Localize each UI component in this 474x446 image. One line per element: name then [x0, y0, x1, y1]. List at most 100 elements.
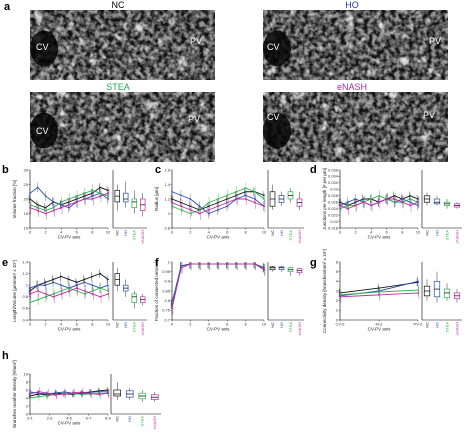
data-point	[60, 204, 62, 206]
data-point	[217, 201, 219, 204]
data-point	[208, 209, 210, 211]
boxplot-group-label: HO	[434, 322, 439, 328]
data-point	[76, 201, 78, 203]
boxplot-enash: eNASH	[296, 267, 303, 335]
boxplot-nc: NC	[423, 192, 431, 236]
cv-label: CV	[36, 126, 49, 136]
boxplot-group-label: HO	[279, 230, 284, 236]
data-point	[83, 198, 86, 200]
micrograph-title: eNASH	[337, 82, 367, 92]
series-line-nc	[171, 263, 265, 305]
x-tick-label: 4	[370, 230, 373, 235]
data-point	[226, 194, 228, 197]
micrograph-fine-texture	[263, 10, 448, 80]
x-tick-label: 6-7	[86, 416, 93, 421]
data-point	[409, 201, 412, 204]
x-tick-label: 4	[208, 322, 211, 327]
data-point	[68, 287, 70, 289]
y-tick-label: 0.022	[328, 212, 339, 217]
boxplot-nc: NC	[423, 279, 431, 328]
y-tick-label: 1.4	[22, 259, 28, 264]
x-tick-label: 8	[244, 230, 247, 235]
pv-label: PV	[188, 114, 200, 124]
x-tick-label: 4	[60, 230, 63, 235]
data-point	[263, 267, 265, 269]
data-point	[254, 198, 256, 200]
boxplot-ho: HO	[278, 191, 285, 236]
box	[131, 293, 137, 303]
y-tick-label: 20	[24, 196, 29, 201]
data-point	[99, 272, 101, 275]
series-line-stea	[171, 263, 265, 307]
x-tick-label: 0	[171, 230, 174, 235]
micrograph-stea: STEA CV PV	[30, 82, 215, 162]
data-point	[55, 392, 57, 394]
series-line-enash	[29, 192, 109, 214]
x-tick-label: 8	[244, 322, 247, 327]
boxplot-group-label: STEA	[132, 230, 137, 241]
data-point	[46, 394, 49, 397]
y-tick-label: 0.7	[164, 317, 170, 322]
y-tick-label: 0.95	[162, 269, 171, 274]
data-point	[378, 287, 380, 289]
panel-letter-a: a	[4, 1, 11, 13]
y-tick-label: 1.6	[164, 167, 170, 172]
data-point	[99, 287, 101, 289]
data-point	[171, 205, 173, 208]
data-point	[52, 278, 55, 281]
box	[113, 389, 122, 397]
data-point	[52, 293, 55, 295]
data-point	[189, 212, 192, 215]
y-tick-label: 0.75	[162, 308, 171, 313]
data-point	[180, 209, 182, 211]
data-point	[189, 198, 192, 200]
data-point	[91, 293, 94, 295]
y-tick-label: 6	[26, 387, 29, 392]
data-point	[60, 284, 62, 287]
x-tick-label: 10	[106, 322, 111, 327]
data-point	[171, 307, 173, 310]
data-point	[91, 198, 94, 200]
boxplot-group-label: STEA	[444, 322, 449, 333]
x-tick-label: CV-Z	[335, 322, 345, 327]
data-point	[347, 204, 349, 207]
boxplot-stea: STEA	[443, 283, 451, 333]
micrograph-panels: NC CV PV HO CV PV STEA CV PV eNASH CV PV	[30, 0, 448, 162]
data-point	[107, 392, 109, 395]
x-tick-label: 10	[416, 230, 421, 235]
x-tick-label: 10	[262, 230, 267, 235]
y-axis-label: Volume fraction [%]	[12, 180, 17, 219]
data-point	[83, 281, 86, 284]
data-point	[37, 284, 39, 287]
data-point	[244, 187, 247, 189]
boxplot-ho: HO	[123, 181, 129, 236]
data-point	[354, 198, 357, 200]
data-point	[37, 290, 39, 292]
micrograph-nc: NC CV PV	[30, 0, 215, 80]
boxplot-group-label: STEA	[288, 322, 293, 333]
data-point	[339, 207, 341, 210]
data-point	[226, 201, 228, 204]
y-axis-label: Connectivity density [branches/mm³ x 10⁶…	[322, 249, 327, 333]
data-point	[180, 267, 182, 269]
data-point	[417, 289, 419, 291]
data-point	[393, 201, 396, 204]
data-point	[72, 392, 75, 394]
x-tick-label: 0	[339, 230, 342, 235]
data-point	[370, 204, 373, 207]
data-point	[99, 195, 101, 197]
x-axis-label: CV-PV axis	[58, 235, 82, 240]
data-point	[91, 275, 94, 278]
central-vein-region	[30, 112, 58, 149]
data-point	[107, 189, 109, 192]
data-point	[417, 198, 419, 200]
data-point	[263, 268, 265, 271]
data-point	[401, 198, 404, 200]
series-line-enash	[171, 263, 265, 309]
y-tick-label: 4	[336, 279, 339, 284]
boxplot-enash: eNASH	[453, 202, 461, 243]
y-axis-label: Radius [µm]	[154, 187, 159, 211]
box	[278, 266, 285, 271]
box	[433, 198, 441, 205]
x-tick-label: M-Z	[375, 322, 383, 327]
